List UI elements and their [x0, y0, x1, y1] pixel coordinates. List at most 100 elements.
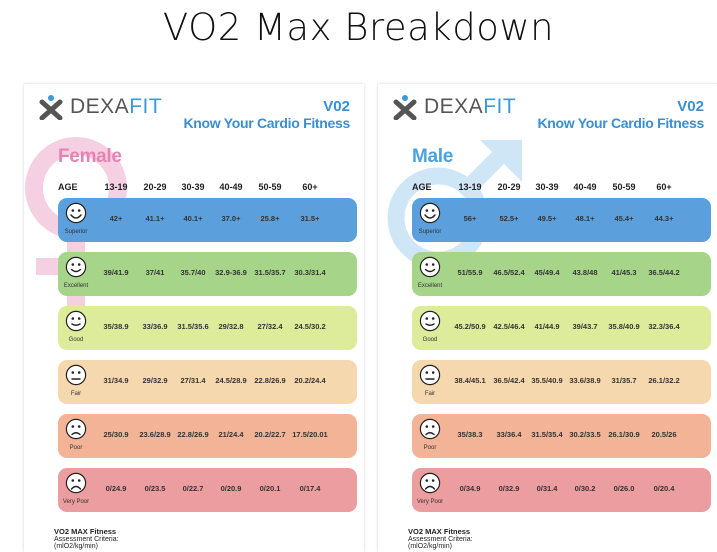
face-rating-icon: [419, 310, 441, 332]
vo2-value-cell: 45/49.4: [534, 268, 560, 277]
gender-label: Female: [58, 146, 122, 167]
vo2-value-cell: 56+: [463, 214, 477, 223]
fitness-level-row: Poor 25/30.9 23.6/28.9 22.8/26.9 21/24.4 20.2…: [58, 414, 357, 458]
vo2-value-cell: 22.8/26.9: [254, 376, 286, 385]
vo2-value-cell: 0/26.0: [613, 484, 635, 493]
panel-heading: V02 Know Your Cardio Fitness: [537, 98, 704, 131]
footer-note: VO2 MAX Fitness Assessment Criteria: (ml…: [54, 528, 119, 551]
face-rating-icon: [65, 256, 87, 278]
vo2-value-cell: 31.5/35.7: [254, 268, 286, 277]
brand-suffix: FIT: [129, 95, 163, 118]
vo2-value-cell: 21/24.4: [218, 430, 244, 439]
vo2-value-cell: 37/41: [145, 268, 165, 277]
fitness-level-row: Very Poor 0/24.9 0/23.5 0/22.7 0/20.9 0/20.1 0…: [58, 468, 357, 512]
vo2-value-cell: 52.5+: [499, 214, 519, 223]
vo2-value-cell: 24.5/28.9: [215, 376, 247, 385]
gender-label: Male: [412, 146, 454, 167]
dexafit-logo-icon: [39, 95, 63, 120]
vo2-value-cell: 20.2/24.4: [294, 376, 326, 385]
vo2-value-cell: 20.2/22.7: [254, 430, 286, 439]
vo2-value-cell: 41.1+: [145, 214, 165, 223]
vo2-value-cell: 31.5/35.6: [177, 322, 209, 331]
vo2-value-cell: 32.9-36.9: [215, 268, 247, 277]
footer-line2: (mlO2/kg/min): [54, 543, 98, 550]
vo2-value-cell: 35.8/40.9: [608, 322, 640, 331]
age-column-header: 50-59: [612, 182, 636, 192]
face-rating-icon: [419, 472, 441, 494]
footer-title: VO2 MAX Fitness: [54, 527, 117, 536]
face-rating-icon: [65, 310, 87, 332]
fitness-level-label: Superior: [418, 229, 442, 235]
vo2-value-cell: 0/23.5: [144, 484, 166, 493]
heading-line1: V02: [323, 98, 350, 115]
vo2-value-cell: 31/34.9: [103, 376, 129, 385]
vo2-value-cell: 45.4+: [614, 214, 634, 223]
footer-line1: Assessment Criteria:: [54, 535, 119, 543]
vo2-value-cell: 31.5+: [300, 214, 320, 223]
fitness-level-row: Superior 56+ 52.5+ 49.5+ 48.1+ 45.4+ 44.3+: [412, 198, 711, 242]
brand-suffix: FIT: [483, 95, 517, 118]
vo2-value-cell: 0/20.4: [653, 484, 675, 493]
vo2-value-cell: 0/30.2: [574, 484, 596, 493]
age-column-header: 30-39: [181, 182, 205, 192]
age-column-header: 60+: [656, 182, 672, 192]
fitness-level-label: Excellent: [417, 283, 443, 289]
vo2-value-cell: 40.1+: [183, 214, 203, 223]
brand-prefix: DEXA: [424, 95, 484, 118]
face-rating-icon: [65, 202, 87, 224]
age-column-header: 20-29: [143, 182, 167, 192]
vo2-value-cell: 24.5/30.2: [294, 322, 326, 331]
vo2-value-cell: 0/34.9: [459, 484, 481, 493]
face-rating-icon: [65, 418, 87, 440]
vo2-value-cell: 33/36.4: [496, 430, 522, 439]
vo2-value-cell: 43.8/48: [572, 268, 598, 277]
vo2-value-cell: 0/31.4: [536, 484, 558, 493]
brand-prefix: DEXA: [70, 95, 130, 118]
fitness-level-row: Excellent 51/55.9 46.5/52.4 45/49.4 43.8/48 4…: [412, 252, 711, 296]
fitness-level-row: Good 45.2/50.9 42.5/46.4 41/44.9 39/43.7 35.8…: [412, 306, 711, 350]
age-column-header: 13-19: [104, 182, 128, 192]
vo2-value-cell: 20.5/26: [651, 430, 677, 439]
vo2-value-cell: 29/32.9: [142, 376, 168, 385]
vo2-value-cell: 48.1+: [575, 214, 595, 223]
fitness-level-row: Fair 38.4/45.1 36.5/42.4 35.5/40.9 33.6/38.9…: [412, 360, 711, 404]
face-rating-icon: [419, 418, 441, 440]
fitness-level-label: Good: [68, 337, 84, 343]
vo2-value-cell: 27/32.4: [257, 322, 283, 331]
vo2-value-cell: 36.5/44.2: [648, 268, 680, 277]
fitness-level-label: Fair: [70, 391, 82, 397]
dexafit-logo: DEXAFIT: [392, 92, 516, 122]
vo2-value-cell: 0/20.1: [259, 484, 281, 493]
fitness-level-row: Very Poor 0/34.9 0/32.9 0/31.4 0/30.2 0/26.0 0…: [412, 468, 711, 512]
vo2-value-cell: 0/32.9: [498, 484, 520, 493]
vo2-value-cell: 45.2/50.9: [454, 322, 486, 331]
fitness-level-label: Very Poor: [416, 499, 444, 505]
vo2-value-cell: 0/17.4: [299, 484, 321, 493]
vo2-value-cell: 39/41.9: [103, 268, 129, 277]
dexafit-logo-icon: [393, 95, 417, 120]
vo2-value-cell: 0/22.7: [182, 484, 204, 493]
vo2-value-cell: 36.5/42.4: [493, 376, 525, 385]
vo2-value-cell: 31/35.7: [611, 376, 637, 385]
vo2-value-cell: 42+: [109, 214, 123, 223]
age-label: AGE: [412, 182, 432, 192]
vo2-value-cell: 35/38.3: [457, 430, 483, 439]
vo2-value-cell: 25.8+: [260, 214, 280, 223]
footer-line1: Assessment Criteria:: [408, 535, 473, 543]
panel-heading: V02 Know Your Cardio Fitness: [183, 98, 350, 131]
fitness-level-row: Good 35/38.9 33/36.9 31.5/35.6 29/32.8 27/32.…: [58, 306, 357, 350]
female-chart-panel: DEXAFIT V02 Know Your Cardio Fitness Fem…: [24, 84, 364, 552]
slide-title: VO2 Max Breakdown: [162, 6, 555, 49]
vo2-value-cell: 26.1/30.9: [608, 430, 640, 439]
vo2-value-cell: 35.7/40: [180, 268, 206, 277]
vo2-value-cell: 25/30.9: [103, 430, 129, 439]
age-label: AGE: [58, 182, 78, 192]
vo2-value-cell: 30.2/33.5: [569, 430, 601, 439]
vo2-value-cell: 49.5+: [537, 214, 557, 223]
vo2-value-cell: 42.5/46.4: [493, 322, 525, 331]
fitness-level-row: Fair 31/34.9 29/32.9 27/31.4 24.5/28.9 22.8/2…: [58, 360, 357, 404]
heading-line2: Know Your Cardio Fitness: [537, 115, 704, 131]
age-column-header: 60+: [302, 182, 318, 192]
vo2-value-cell: 44.3+: [654, 214, 674, 223]
vo2-value-cell: 46.5/52.4: [493, 268, 525, 277]
